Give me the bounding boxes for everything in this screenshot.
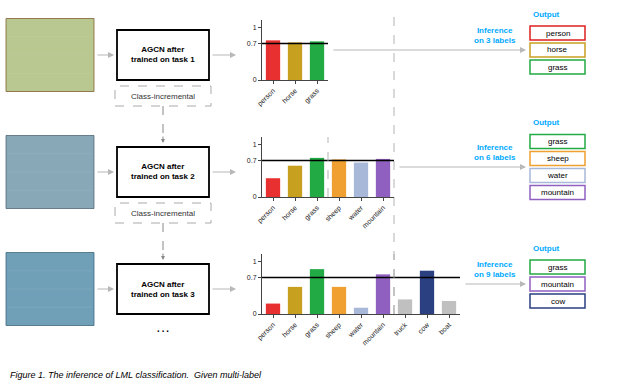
svg-text:sheep: sheep: [547, 154, 569, 163]
svg-text:horse: horse: [281, 87, 298, 104]
svg-text:1: 1: [253, 24, 257, 31]
svg-text:···: ···: [156, 322, 170, 338]
svg-text:0: 0: [253, 310, 257, 317]
svg-text:horse: horse: [281, 321, 298, 338]
svg-text:grass: grass: [548, 137, 568, 146]
svg-text:horse: horse: [547, 45, 568, 54]
svg-text:sheep: sheep: [324, 321, 343, 340]
svg-text:grass: grass: [303, 204, 321, 222]
svg-text:person: person: [546, 29, 570, 38]
svg-text:boat: boat: [438, 321, 453, 336]
svg-text:grass: grass: [303, 321, 321, 339]
svg-text:person: person: [256, 204, 277, 225]
svg-text:grass: grass: [548, 263, 568, 272]
svg-text:AGCN aftertrained on task 3: AGCN aftertrained on task 3: [131, 280, 195, 299]
svg-text:Output: Output: [533, 244, 560, 253]
svg-text:Inferenceon 9 labels: Inferenceon 9 labels: [474, 260, 516, 279]
svg-text:sheep: sheep: [324, 204, 343, 223]
svg-text:Output: Output: [533, 118, 560, 127]
svg-text:Figure 1. The inference of LML: Figure 1. The inference of LML classific…: [10, 370, 262, 380]
svg-text:Output: Output: [533, 10, 560, 19]
svg-text:AGCN aftertrained on task 1: AGCN aftertrained on task 1: [131, 45, 195, 64]
svg-text:Inferenceon 3 labels: Inferenceon 3 labels: [474, 26, 516, 45]
svg-text:Class-incremental: Class-incremental: [131, 209, 195, 218]
svg-text:0: 0: [253, 76, 257, 83]
svg-text:0.7: 0.7: [247, 157, 257, 164]
svg-text:Inferenceon 6 labels: Inferenceon 6 labels: [474, 143, 516, 162]
svg-text:horse: horse: [281, 204, 298, 221]
svg-text:water: water: [346, 204, 364, 222]
svg-text:truck: truck: [393, 321, 409, 337]
svg-text:mountain: mountain: [541, 188, 574, 197]
svg-text:cow: cow: [416, 320, 430, 334]
svg-text:mountain: mountain: [361, 204, 386, 229]
svg-text:grass: grass: [303, 87, 321, 105]
svg-text:1: 1: [253, 141, 257, 148]
svg-text:0.7: 0.7: [247, 40, 257, 47]
svg-text:water: water: [547, 171, 568, 180]
svg-text:person: person: [256, 321, 277, 342]
svg-text:cow: cow: [551, 297, 565, 306]
svg-text:person: person: [256, 87, 277, 108]
svg-text:0.7: 0.7: [247, 274, 257, 281]
svg-text:AGCN aftertrained on task 2: AGCN aftertrained on task 2: [131, 162, 195, 181]
svg-text:grass: grass: [548, 63, 568, 72]
svg-text:mountain: mountain: [541, 280, 574, 289]
svg-text:Class-incremental: Class-incremental: [131, 92, 195, 101]
svg-text:0: 0: [253, 193, 257, 200]
svg-text:water: water: [346, 321, 364, 339]
svg-text:mountain: mountain: [361, 321, 386, 346]
svg-text:1: 1: [253, 258, 257, 265]
